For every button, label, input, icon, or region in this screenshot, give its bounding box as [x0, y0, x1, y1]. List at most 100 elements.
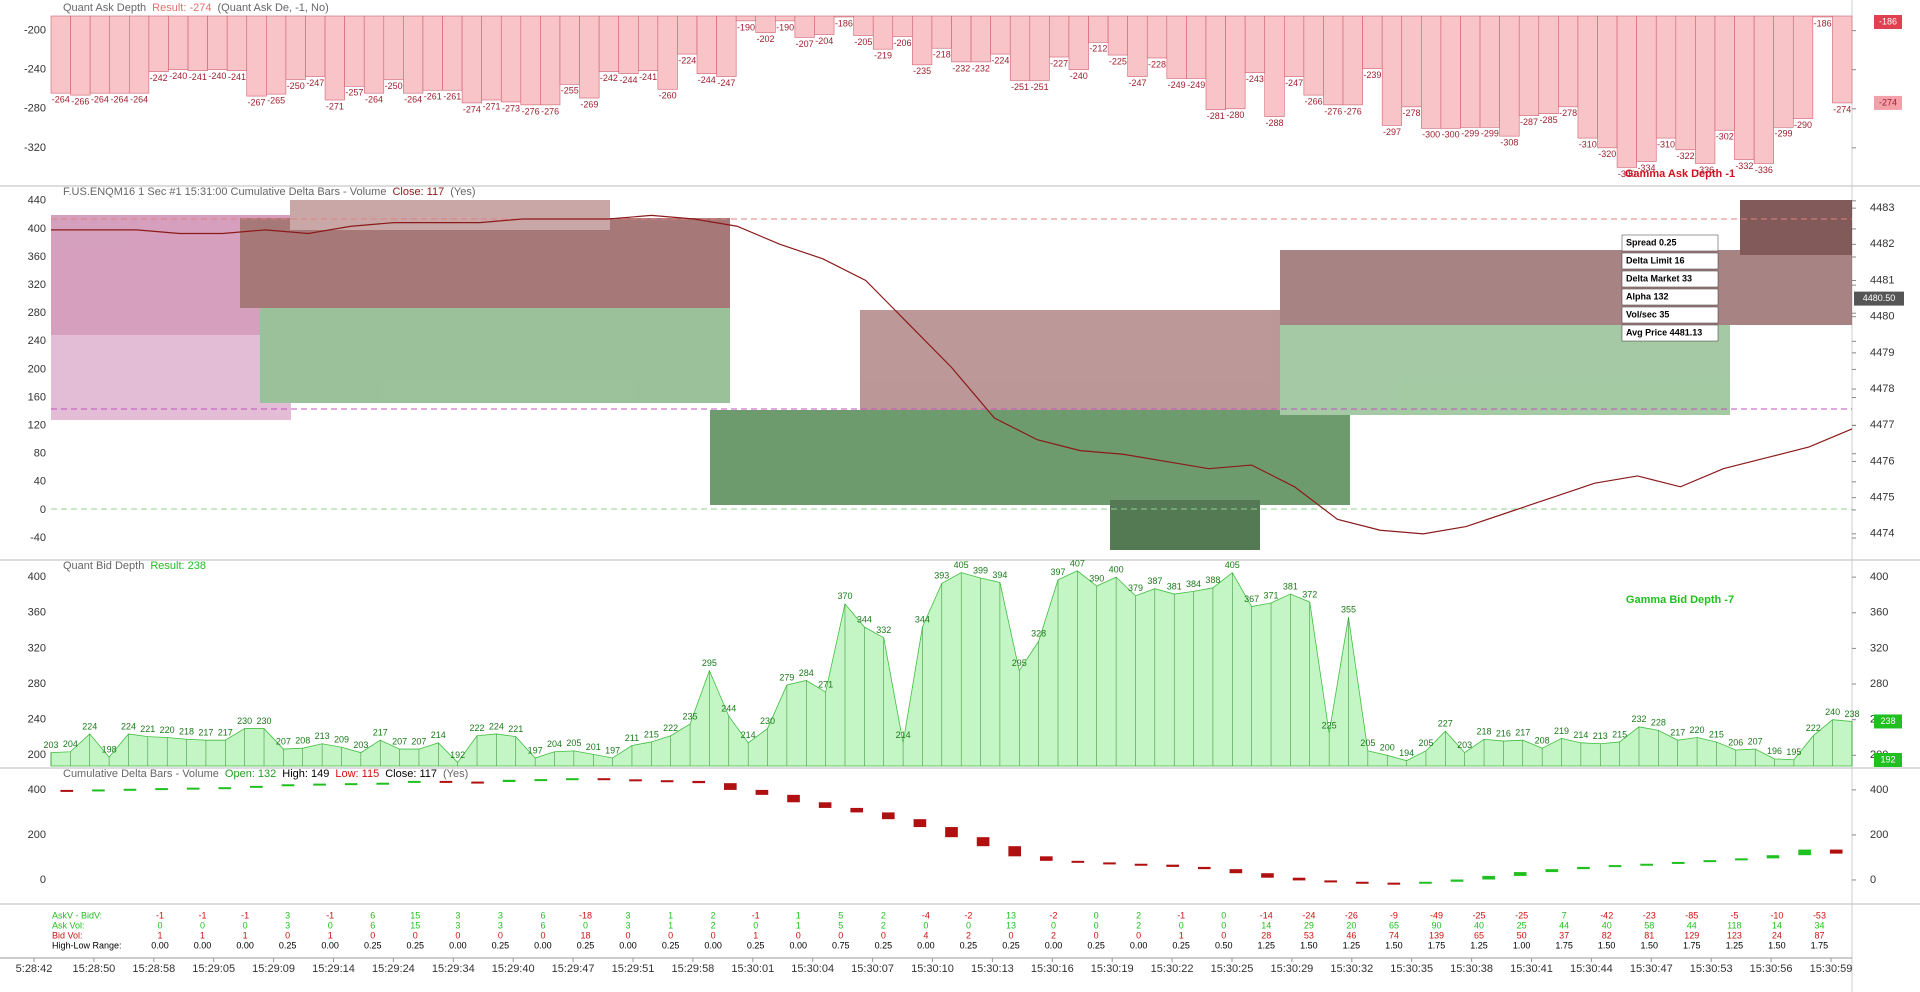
- value-label: -264: [130, 95, 148, 105]
- cell: 1: [1179, 930, 1184, 940]
- value-label: 371: [1264, 590, 1279, 600]
- bar: [363, 15, 385, 94]
- value-label: -278: [1403, 108, 1421, 118]
- cell: 1.75: [1428, 940, 1446, 950]
- value-label: 344: [857, 614, 872, 624]
- bar: [637, 15, 659, 71]
- candle-body: [597, 778, 611, 781]
- candle-body: [439, 780, 453, 783]
- y-tick-label: 4477: [1870, 419, 1894, 431]
- value-label: -240: [1070, 71, 1088, 81]
- value-label: -264: [404, 95, 422, 105]
- bar: [579, 15, 600, 99]
- cell: 0.00: [151, 940, 169, 950]
- candle-body: [1008, 846, 1022, 857]
- cell: 0: [1008, 930, 1013, 940]
- bar: [500, 15, 522, 103]
- value-label: 397: [1050, 567, 1065, 577]
- cell: 37: [1559, 930, 1569, 940]
- candle-body: [629, 779, 642, 782]
- marker-label: -186: [1879, 16, 1897, 26]
- value-label: 232: [1631, 714, 1646, 724]
- y-tick-label: 4480: [1870, 311, 1894, 323]
- cell: 0: [1094, 930, 1099, 940]
- cell: 1: [796, 910, 801, 920]
- value-label: 279: [779, 672, 794, 682]
- time-label: 15:29:47: [552, 963, 595, 975]
- cell: 1.25: [1343, 940, 1361, 950]
- bar: [1146, 15, 1168, 59]
- value-label: -239: [1363, 70, 1381, 80]
- y-tick-label: 4475: [1870, 492, 1894, 504]
- time-label: 15:29:14: [312, 963, 355, 975]
- value-label: -278: [1559, 108, 1577, 118]
- y-tick-label: 200: [1870, 829, 1888, 841]
- cell: 0.00: [236, 940, 254, 950]
- candle-body: [1229, 869, 1243, 874]
- cell: 0.25: [492, 940, 510, 950]
- cell: 2: [711, 920, 716, 930]
- cell: 123: [1727, 930, 1742, 940]
- cell: -25: [1473, 910, 1486, 920]
- price-line: [51, 214, 1853, 535]
- value-label: -242: [150, 73, 168, 83]
- bar: [187, 15, 208, 71]
- value-label: 388: [1205, 575, 1220, 585]
- value-label: 207: [411, 736, 426, 746]
- time-label: 15:30:16: [1031, 963, 1074, 975]
- value-label: -225: [1109, 56, 1127, 66]
- title-part: Quant Bid Depth: [63, 560, 144, 572]
- cell: 1.50: [1385, 940, 1403, 950]
- cell: 2: [711, 910, 716, 920]
- cell: 18: [580, 930, 590, 940]
- cell: 58: [1644, 920, 1654, 930]
- time-label: 15:30:47: [1630, 963, 1673, 975]
- time-label: 15:29:51: [612, 963, 655, 975]
- value-label: -247: [1128, 78, 1146, 88]
- value-label: -218: [933, 50, 951, 60]
- value-label: -302: [1716, 132, 1734, 142]
- info-label: Avg Price 4481.13: [1626, 327, 1702, 337]
- candle-body: [313, 783, 326, 786]
- value-label: 222: [470, 723, 485, 733]
- candle-body: [945, 827, 958, 838]
- candle-body: [692, 780, 706, 784]
- candle-body: [1608, 865, 1622, 868]
- cell: 0: [753, 920, 758, 930]
- title-part: Open: 132: [225, 768, 276, 780]
- candle-body: [155, 788, 168, 791]
- cell: 0.25: [1087, 940, 1105, 950]
- bar: [755, 15, 776, 33]
- bar: [266, 15, 287, 95]
- cell: 0: [1221, 920, 1226, 930]
- value-label: 224: [489, 721, 504, 731]
- bar: [775, 15, 796, 22]
- cell: 1.50: [1640, 940, 1658, 950]
- candle-body: [92, 789, 105, 792]
- y-tick-label: 240: [28, 714, 46, 726]
- cell: 1: [796, 920, 801, 930]
- value-label: 344: [915, 614, 930, 624]
- time-label: 15:30:53: [1690, 963, 1733, 975]
- value-label: 295: [1012, 658, 1027, 668]
- time-label: 15:29:34: [432, 963, 475, 975]
- y-tick-label: 400: [28, 571, 46, 583]
- row-label: AskV - BidV:: [52, 910, 102, 920]
- cell: -49: [1430, 910, 1443, 920]
- value-label: -300: [1442, 130, 1460, 140]
- value-label: -288: [1265, 118, 1283, 128]
- marker-label: 238: [1880, 716, 1895, 726]
- y-tick-label: 80: [34, 448, 46, 460]
- cell: 1: [328, 930, 333, 940]
- y-tick-label: 0: [1870, 874, 1876, 886]
- time-label: 15:30:01: [731, 963, 774, 975]
- y-tick-label: 200: [28, 829, 46, 841]
- cell: 0.25: [1002, 940, 1020, 950]
- value-label: -242: [600, 73, 618, 83]
- cell: 28: [1261, 930, 1271, 940]
- heat-block: [1110, 500, 1260, 550]
- marker-label: 192: [1880, 754, 1895, 764]
- time-label: 15:30:10: [911, 963, 954, 975]
- heat-block: [260, 308, 730, 403]
